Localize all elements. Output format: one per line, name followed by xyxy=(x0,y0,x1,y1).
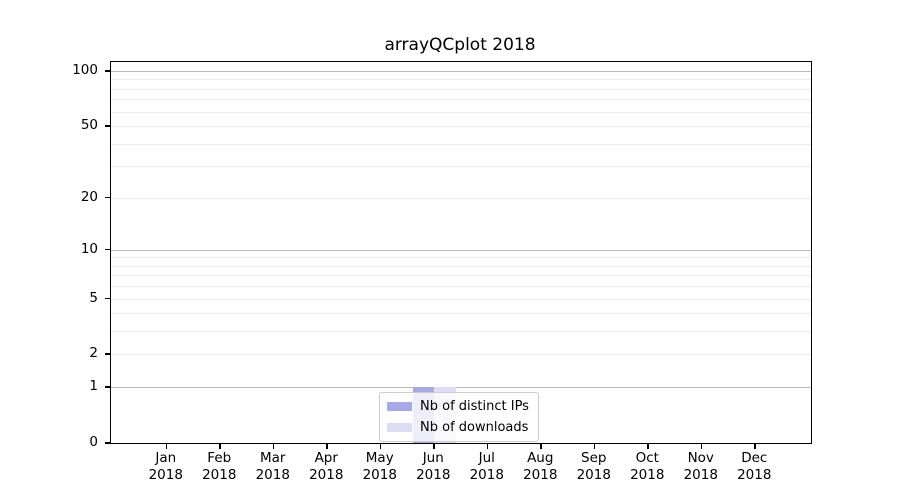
x-tick-label: May 2018 xyxy=(350,450,410,484)
x-tick-month: Nov xyxy=(687,450,714,466)
y-tick-label: 5 xyxy=(89,289,98,306)
x-tick-label: Jul 2018 xyxy=(457,450,517,484)
x-tick-label: Sep 2018 xyxy=(564,450,624,484)
minor-gridline xyxy=(111,143,811,145)
legend-item: Nb of distinct IPs xyxy=(387,398,529,415)
x-tick-month: Feb xyxy=(207,450,232,466)
x-tick-year: 2018 xyxy=(362,467,397,483)
chart-title: arrayQCplot 2018 xyxy=(384,35,536,55)
plot-area: Nb of distinct IPs Nb of downloads xyxy=(110,61,812,444)
minor-gridline xyxy=(111,257,811,259)
y-tick-mark xyxy=(105,196,110,199)
y-tick-label: 100 xyxy=(72,62,98,79)
x-tick-month: Dec xyxy=(741,450,768,466)
minor-gridline xyxy=(111,166,811,168)
x-tick-mark xyxy=(272,443,275,449)
legend: Nb of distinct IPs Nb of downloads xyxy=(379,392,539,442)
y-tick-mark xyxy=(105,125,110,127)
x-tick-label: Apr 2018 xyxy=(296,450,356,484)
y-tick-label: 50 xyxy=(80,117,98,134)
legend-swatch xyxy=(387,402,412,411)
x-tick-mark xyxy=(433,443,435,449)
x-tick-year: 2018 xyxy=(630,467,665,483)
minor-gridline xyxy=(111,79,811,81)
x-tick-year: 2018 xyxy=(683,467,718,483)
x-tick-year: 2018 xyxy=(737,467,772,483)
minor-gridline xyxy=(111,298,811,300)
x-tick-month: May xyxy=(365,450,394,466)
minor-gridline xyxy=(111,354,811,356)
y-tick-mark xyxy=(105,386,110,388)
x-tick-year: 2018 xyxy=(523,467,558,483)
minor-gridline xyxy=(111,88,811,90)
x-tick-month: Jun xyxy=(422,450,444,466)
x-tick-mark xyxy=(486,443,489,449)
legend-swatch xyxy=(387,423,412,432)
y-tick-mark xyxy=(105,70,110,72)
y-tick-label: 2 xyxy=(89,345,98,362)
minor-gridline xyxy=(111,197,811,199)
x-tick-label: Dec 2018 xyxy=(724,450,784,484)
x-tick-year: 2018 xyxy=(576,467,611,483)
x-tick-year: 2018 xyxy=(416,467,451,483)
x-tick-month: Apr xyxy=(314,450,338,466)
legend-label: Nb of distinct IPs xyxy=(420,399,529,414)
y-tick-label: 20 xyxy=(80,188,98,205)
minor-gridline xyxy=(111,99,811,101)
x-tick-year: 2018 xyxy=(309,467,344,483)
x-tick-year: 2018 xyxy=(202,467,237,483)
legend-label: Nb of downloads xyxy=(420,420,529,435)
y-tick-label: 0 xyxy=(89,434,98,450)
x-tick-year: 2018 xyxy=(469,467,504,483)
major-gridline xyxy=(111,71,811,73)
x-tick-month: Oct xyxy=(635,450,659,466)
x-tick-mark xyxy=(754,443,756,449)
x-tick-label: Oct 2018 xyxy=(617,450,677,484)
x-tick-mark xyxy=(700,443,703,449)
x-tick-month: Jan xyxy=(155,450,177,466)
y-tick-mark xyxy=(105,442,110,444)
y-tick-mark xyxy=(105,248,110,251)
x-tick-label: Aug 2018 xyxy=(510,450,570,484)
x-tick-mark xyxy=(165,443,168,449)
minor-gridline xyxy=(111,331,811,333)
x-tick-label: Feb 2018 xyxy=(189,450,249,484)
legend-item: Nb of downloads xyxy=(387,419,529,436)
x-tick-month: Sep xyxy=(581,450,607,466)
minor-gridline xyxy=(111,265,811,267)
minor-gridline xyxy=(111,313,811,315)
minor-gridline xyxy=(111,286,811,288)
y-tick-mark xyxy=(105,297,110,300)
x-tick-label: Nov 2018 xyxy=(671,450,731,484)
x-tick-year: 2018 xyxy=(148,467,183,483)
y-tick-label: 10 xyxy=(80,240,98,257)
x-tick-mark xyxy=(593,443,596,449)
minor-gridline xyxy=(111,126,811,128)
x-tick-mark xyxy=(647,443,649,449)
x-tick-month: Mar xyxy=(260,450,286,466)
major-gridline xyxy=(111,249,811,251)
x-tick-year: 2018 xyxy=(255,467,290,483)
x-tick-label: Jan 2018 xyxy=(136,450,196,484)
minor-gridline xyxy=(111,275,811,277)
x-tick-mark xyxy=(379,443,382,449)
x-tick-mark xyxy=(540,443,542,449)
x-tick-mark xyxy=(326,443,328,449)
minor-gridline xyxy=(111,111,811,113)
x-tick-mark xyxy=(219,443,221,449)
x-tick-month: Aug xyxy=(527,450,554,466)
major-gridline xyxy=(111,387,811,389)
x-tick-label: Mar 2018 xyxy=(243,450,303,484)
x-tick-month: Jul xyxy=(478,450,495,466)
x-tick-label: Jun 2018 xyxy=(403,450,463,484)
y-tick-label: 1 xyxy=(89,378,98,395)
y-tick-mark xyxy=(105,353,110,355)
